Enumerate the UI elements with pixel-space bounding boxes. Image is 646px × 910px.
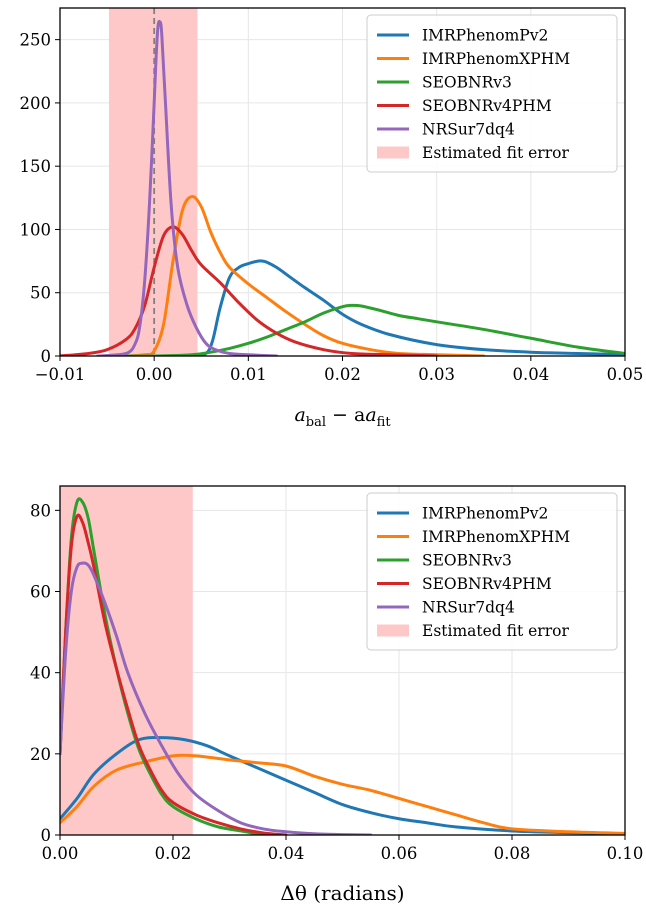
chart-1-y-tick-label: 100 [20,220,52,239]
chart-2-series-imrphenomxphm-line [60,753,625,835]
chart-1-panel: −0.01 0.00 0.01 0.02 0.03 0.04 0.05 0 50 100 150 20… [20,7,644,430]
chart-2-legend-label: SEOBNRv4PHM [422,575,552,593]
chart-1-legend-label: SEOBNRv4PHM [422,97,552,115]
chart-1-x-axis-label: abal − aafit [294,404,391,430]
chart-1-legend-label: IMRPhenomXPHM [422,50,570,68]
chart-2-y-tick-label: 0 [41,826,52,845]
chart-2-y-tick-label: 40 [30,664,51,683]
chart-1-y-tick-label: 50 [30,284,51,303]
chart-1-series-group [60,19,625,356]
chart-1-x-tick-label: 0.02 [324,365,361,384]
chart-2-x-tick-label: 0.08 [494,844,531,863]
chart-1-legend-label: Estimated fit error [422,144,569,162]
chart-2-series-seobnrv4phm-line [60,513,288,835]
chart-1-y-tick-label: 150 [20,157,52,176]
chart-1-series-imrphenompv2-line [190,259,625,356]
chart-1-x-tick-label: 0.00 [136,365,173,384]
chart-2-y-tick-label: 20 [30,745,51,764]
chart-2-y-tick-label: 60 [30,583,51,602]
chart-2-axes-frame [59,485,626,836]
chart-1-legend-swatch [377,146,409,159]
chart-2-x-tick-label: 0.00 [42,844,79,863]
chart-1-x-tick-label: 0.01 [230,365,267,384]
chart-1-legend-label: IMRPhenomPv2 [422,27,548,45]
chart-2-panel: 0.00 0.02 0.04 0.06 0.08 0.10 0 20 40 60 80 Δθ (rad… [30,485,644,905]
chart-2-legend-label: NRSur7dq4 [422,599,515,617]
chart-1-legend-box [366,14,618,173]
chart-1-series-seobnrv4phm-line [60,225,439,356]
chart-1-y-tick-label: 200 [20,94,52,113]
chart-2-legend-label: Estimated fit error [422,622,569,640]
chart-1-y-tick-label: 0 [41,347,52,366]
chart-2-legend-swatch [377,624,409,637]
chart-1-legend-label: NRSur7dq4 [422,121,515,139]
chart-2-x-tick-label: 0.10 [607,844,644,863]
chart-1-error-band [108,8,198,356]
chart-2-x-tick-label: 0.02 [155,844,192,863]
chart-2-series-imrphenompv2-line [60,736,625,835]
chart-1-series-imrphenomxphm-line [124,195,486,356]
chart-1-legend: IMRPhenomPv2 IMRPhenomXPHM SEOBNRv3 SEOBNRv… [366,14,618,173]
chart-2-series-nrsur7dq4-line [60,561,373,835]
chart-2-legend: IMRPhenomPv2 IMRPhenomXPHM SEOBNRv3 SEOBNRv… [366,492,618,651]
chart-1-x-tick-label: 0.05 [607,365,644,384]
chart-2-error-band [60,486,193,835]
chart-1-legend-label: SEOBNRv3 [422,74,512,92]
chart-2-legend-label: IMRPhenomXPHM [422,528,570,546]
chart-1-y-tick-label: 250 [20,31,52,50]
chart-1-x-tick-label: 0.04 [512,365,549,384]
chart-2-legend-label: IMRPhenomPv2 [422,505,548,523]
chart-1-x-tick-label: 0.03 [418,365,455,384]
chart-2-legend-label: SEOBNRv3 [422,552,512,570]
chart-1-x-tick-label: −0.01 [35,365,86,384]
chart-2-x-axis-label: Δθ (radians) [280,881,404,905]
chart-2-x-tick-label: 0.04 [268,844,305,863]
chart-2-y-tick-label: 80 [30,501,51,520]
chart-2-series-group [60,497,625,835]
chart-2-legend-box [366,492,618,651]
chart-1-series-nrsur7dq4-line [96,19,279,356]
chart-2-x-tick-label: 0.06 [381,844,418,863]
